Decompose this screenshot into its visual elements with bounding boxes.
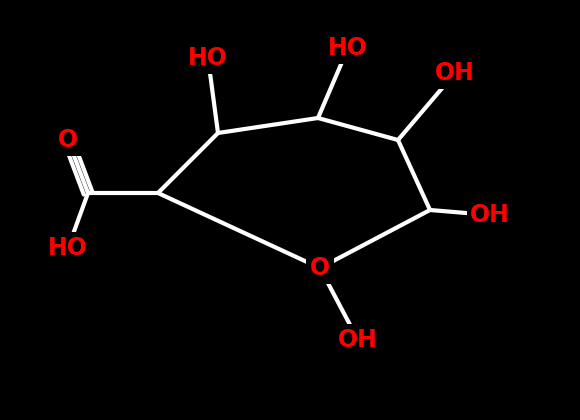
Text: OH: OH: [470, 203, 510, 227]
Text: HO: HO: [328, 36, 368, 60]
Text: HO: HO: [188, 46, 228, 70]
Text: HO: HO: [48, 236, 88, 260]
Text: OH: OH: [338, 328, 378, 352]
Text: O: O: [310, 256, 330, 280]
Text: OH: OH: [435, 61, 475, 85]
Text: O: O: [58, 128, 78, 152]
